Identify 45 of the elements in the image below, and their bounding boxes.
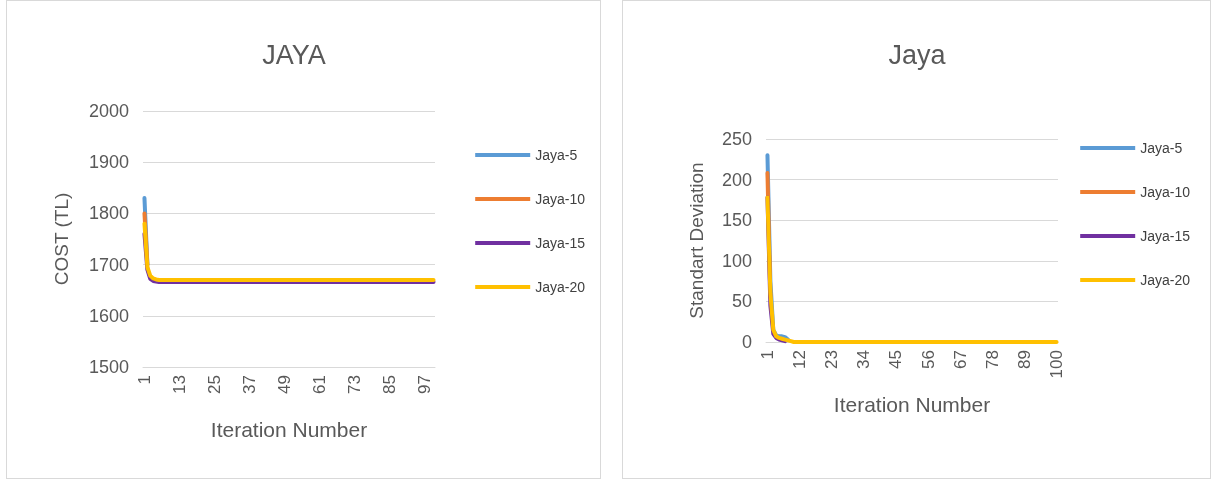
- x-tick-label: 56: [918, 350, 938, 369]
- y-tick-label: 1900: [88, 152, 129, 173]
- y-tick-label: 50: [731, 291, 752, 312]
- x-tick-label: 67: [950, 350, 970, 369]
- x-tick-label: 1: [757, 350, 777, 360]
- x-tick-label: 23: [822, 350, 842, 369]
- x-tick-label: 100: [1047, 350, 1067, 379]
- y-axis-title: Standart Deviation: [686, 162, 707, 319]
- legend-label: Jaya-5: [1140, 140, 1183, 156]
- x-tick-label: 89: [1014, 350, 1034, 369]
- legend-label: Jaya-15: [535, 235, 586, 251]
- y-axis-title: COST (TL): [51, 192, 72, 286]
- y-tick-label: 2000: [88, 101, 129, 121]
- x-tick-label: 37: [240, 375, 260, 394]
- y-tick-label: 1500: [88, 357, 129, 377]
- legend-label: Jaya-10: [535, 191, 586, 207]
- chart-title: JAYA: [262, 39, 326, 70]
- x-tick-label: 61: [310, 375, 330, 394]
- x-tick-label: 13: [170, 375, 189, 394]
- x-tick-label: 85: [380, 375, 400, 394]
- y-tick-label: 150: [721, 210, 752, 231]
- x-tick-label: 73: [345, 375, 365, 394]
- x-tick-label: 1: [134, 375, 154, 385]
- y-tick-label: 100: [721, 250, 752, 271]
- y-tick-label: 0: [741, 332, 752, 352]
- x-tick-label: 97: [415, 375, 435, 394]
- x-axis-title: Iteration Number: [833, 393, 991, 416]
- x-tick-label: 49: [275, 375, 295, 394]
- x-tick-label: 78: [982, 350, 1002, 369]
- y-tick-label: 1700: [88, 254, 129, 275]
- x-axis-title: Iteration Number: [210, 418, 368, 441]
- legend-label: Jaya-10: [1140, 184, 1191, 200]
- y-tick-label: 1600: [88, 305, 129, 326]
- x-tick-label: 12: [790, 350, 810, 369]
- y-tick-label: 250: [721, 129, 752, 149]
- y-tick-label: 1800: [88, 203, 129, 224]
- chart-title: Jaya: [888, 39, 947, 70]
- legend-label: Jaya-20: [1140, 272, 1191, 288]
- legend-label: Jaya-5: [535, 147, 578, 163]
- legend-label: Jaya-15: [1140, 228, 1191, 244]
- y-tick-label: 200: [721, 169, 752, 190]
- x-tick-label: 34: [854, 350, 874, 369]
- x-tick-label: 45: [886, 350, 906, 369]
- legend-label: Jaya-20: [535, 279, 586, 295]
- x-tick-label: 25: [205, 375, 225, 394]
